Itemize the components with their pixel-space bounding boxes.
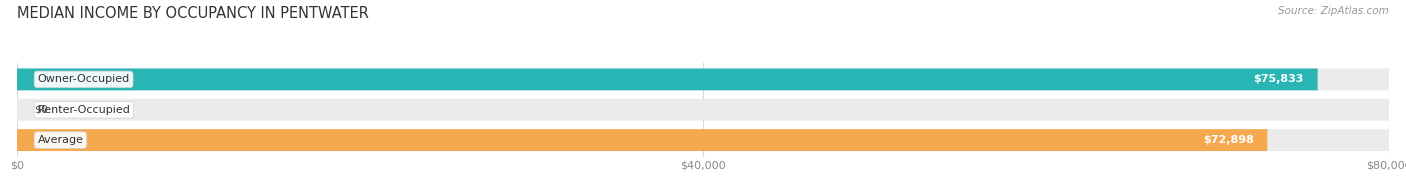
Text: Source: ZipAtlas.com: Source: ZipAtlas.com [1278, 6, 1389, 16]
FancyBboxPatch shape [17, 68, 1389, 90]
Text: Average: Average [38, 135, 83, 145]
FancyBboxPatch shape [17, 99, 1389, 121]
FancyBboxPatch shape [17, 68, 1317, 90]
Text: $75,833: $75,833 [1254, 74, 1303, 84]
Text: $0: $0 [34, 105, 48, 115]
Text: $72,898: $72,898 [1202, 135, 1254, 145]
Text: Owner-Occupied: Owner-Occupied [38, 74, 129, 84]
FancyBboxPatch shape [17, 129, 1389, 151]
Text: Renter-Occupied: Renter-Occupied [38, 105, 131, 115]
Text: MEDIAN INCOME BY OCCUPANCY IN PENTWATER: MEDIAN INCOME BY OCCUPANCY IN PENTWATER [17, 6, 368, 21]
FancyBboxPatch shape [17, 129, 1267, 151]
